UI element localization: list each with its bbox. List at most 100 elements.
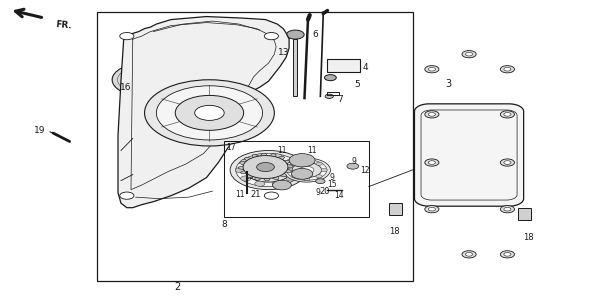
Polygon shape bbox=[263, 178, 271, 181]
Circle shape bbox=[466, 253, 473, 256]
Circle shape bbox=[286, 30, 304, 39]
Polygon shape bbox=[293, 39, 297, 96]
Text: 21: 21 bbox=[250, 190, 261, 199]
Circle shape bbox=[325, 94, 333, 98]
Circle shape bbox=[500, 159, 514, 166]
Circle shape bbox=[504, 161, 511, 164]
Text: 8: 8 bbox=[221, 220, 227, 229]
Circle shape bbox=[304, 160, 310, 163]
Circle shape bbox=[425, 206, 439, 213]
Circle shape bbox=[324, 75, 336, 81]
Circle shape bbox=[286, 169, 293, 172]
Circle shape bbox=[425, 111, 439, 118]
Circle shape bbox=[500, 251, 514, 258]
Circle shape bbox=[236, 154, 301, 187]
Polygon shape bbox=[414, 104, 524, 206]
Circle shape bbox=[321, 169, 327, 172]
Circle shape bbox=[272, 154, 282, 159]
Text: 9: 9 bbox=[351, 157, 356, 166]
Polygon shape bbox=[118, 17, 289, 208]
Text: 4: 4 bbox=[363, 63, 369, 72]
Circle shape bbox=[286, 176, 296, 181]
Text: 7: 7 bbox=[337, 95, 343, 104]
Polygon shape bbox=[268, 154, 276, 158]
Circle shape bbox=[255, 181, 265, 186]
Polygon shape bbox=[286, 164, 293, 168]
Text: 14: 14 bbox=[335, 191, 344, 200]
Circle shape bbox=[316, 179, 325, 184]
Circle shape bbox=[428, 161, 435, 164]
Circle shape bbox=[112, 63, 177, 96]
Polygon shape bbox=[241, 170, 248, 174]
Bar bbox=[97, 12, 413, 281]
Circle shape bbox=[500, 111, 514, 118]
Circle shape bbox=[255, 154, 265, 159]
Circle shape bbox=[466, 52, 473, 56]
Text: 9: 9 bbox=[316, 188, 320, 197]
Text: 2: 2 bbox=[174, 282, 180, 293]
Circle shape bbox=[292, 163, 322, 178]
Circle shape bbox=[428, 67, 435, 71]
Circle shape bbox=[128, 71, 161, 88]
Circle shape bbox=[241, 176, 251, 181]
Circle shape bbox=[291, 162, 297, 165]
Circle shape bbox=[235, 167, 245, 173]
Text: 11: 11 bbox=[235, 190, 245, 199]
Circle shape bbox=[145, 80, 274, 146]
Circle shape bbox=[241, 159, 251, 164]
Polygon shape bbox=[283, 160, 290, 164]
Text: 3: 3 bbox=[445, 79, 451, 89]
Bar bbox=[389, 203, 402, 215]
Circle shape bbox=[291, 167, 301, 173]
Text: 5: 5 bbox=[354, 80, 360, 89]
Circle shape bbox=[120, 33, 134, 40]
Polygon shape bbox=[238, 166, 245, 170]
Circle shape bbox=[504, 67, 511, 71]
Circle shape bbox=[428, 113, 435, 116]
Text: 18: 18 bbox=[523, 233, 533, 242]
Text: 9: 9 bbox=[329, 173, 334, 182]
Text: 11: 11 bbox=[277, 146, 287, 155]
Circle shape bbox=[425, 66, 439, 73]
Polygon shape bbox=[276, 156, 285, 160]
Circle shape bbox=[425, 159, 439, 166]
Circle shape bbox=[156, 86, 263, 140]
Circle shape bbox=[245, 158, 292, 182]
Circle shape bbox=[500, 66, 514, 73]
Circle shape bbox=[316, 175, 322, 178]
Circle shape bbox=[289, 154, 315, 167]
Text: 6: 6 bbox=[313, 30, 319, 39]
Circle shape bbox=[120, 192, 134, 199]
Polygon shape bbox=[246, 174, 255, 178]
Circle shape bbox=[272, 181, 282, 186]
Circle shape bbox=[316, 162, 322, 165]
Polygon shape bbox=[252, 154, 260, 158]
Polygon shape bbox=[284, 169, 291, 172]
Text: 13: 13 bbox=[278, 48, 289, 57]
Circle shape bbox=[195, 105, 224, 120]
Circle shape bbox=[287, 160, 327, 180]
Circle shape bbox=[264, 33, 278, 40]
Polygon shape bbox=[255, 176, 263, 180]
Polygon shape bbox=[271, 176, 279, 180]
Circle shape bbox=[462, 51, 476, 58]
Circle shape bbox=[286, 159, 296, 164]
Circle shape bbox=[283, 158, 330, 182]
Circle shape bbox=[230, 150, 307, 190]
Circle shape bbox=[462, 251, 476, 258]
Text: 12: 12 bbox=[360, 166, 369, 175]
Circle shape bbox=[504, 207, 511, 211]
Circle shape bbox=[500, 206, 514, 213]
Text: 18: 18 bbox=[389, 227, 399, 236]
Text: 11: 11 bbox=[307, 146, 316, 155]
Bar bbox=[518, 208, 531, 220]
Circle shape bbox=[257, 164, 280, 176]
Polygon shape bbox=[278, 172, 287, 177]
Circle shape bbox=[504, 113, 511, 116]
Bar bbox=[224, 141, 369, 217]
Circle shape bbox=[257, 163, 274, 172]
Circle shape bbox=[428, 207, 435, 211]
Circle shape bbox=[504, 253, 511, 256]
Text: 10: 10 bbox=[244, 172, 254, 181]
Circle shape bbox=[175, 95, 244, 130]
